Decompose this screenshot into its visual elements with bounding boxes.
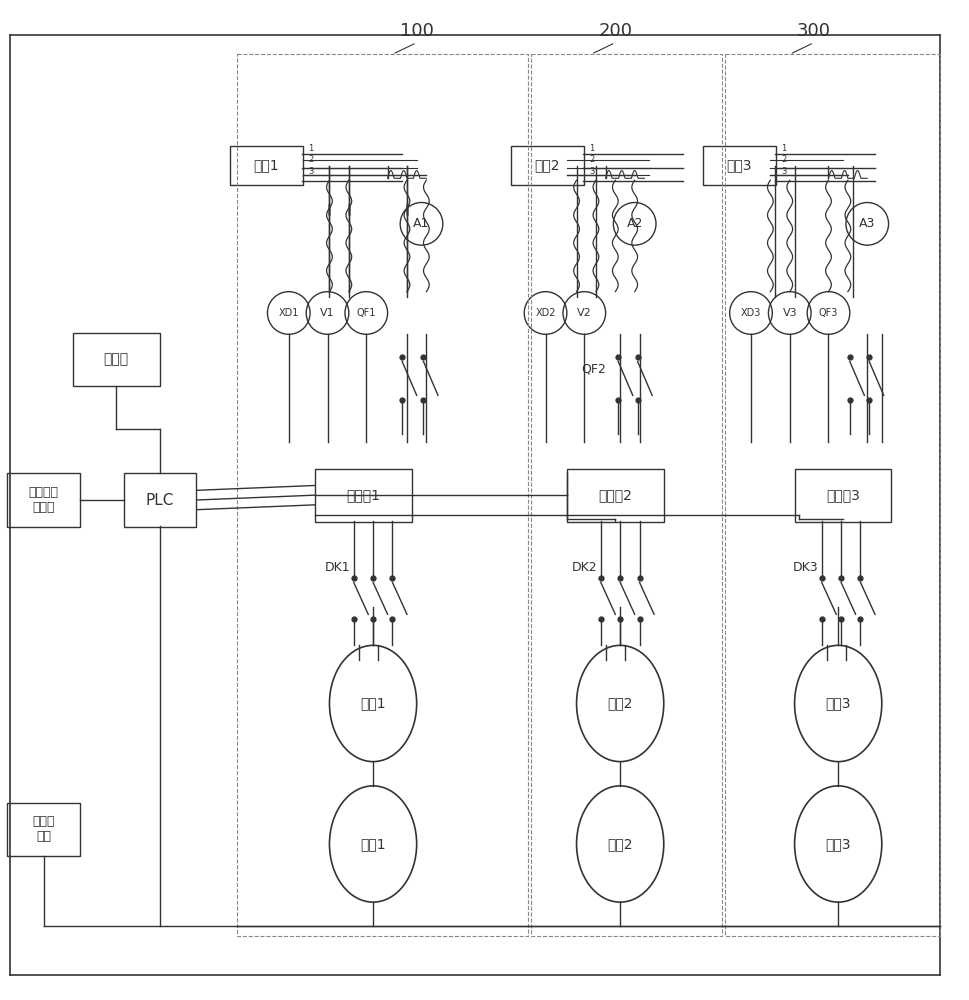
Text: 200: 200	[598, 22, 633, 40]
Text: 风扇3: 风扇3	[826, 837, 851, 851]
Text: QF2: QF2	[581, 363, 607, 376]
Text: 水泵2: 水泵2	[608, 696, 633, 710]
Text: V2: V2	[577, 308, 592, 318]
Text: 水泵3: 水泵3	[826, 696, 851, 710]
Text: 电源3: 电源3	[727, 159, 752, 173]
Text: A1: A1	[414, 217, 429, 230]
Text: 远方启停
控制器: 远方启停 控制器	[29, 486, 58, 514]
Text: 3: 3	[308, 167, 314, 176]
Bar	[795, 469, 891, 522]
Text: 电源1: 电源1	[254, 159, 279, 173]
Text: XD2: XD2	[535, 308, 556, 318]
Text: DK2: DK2	[572, 561, 597, 574]
Text: V1: V1	[320, 308, 335, 318]
Text: 1: 1	[781, 144, 786, 153]
Bar	[512, 146, 583, 185]
Text: 变频器1: 变频器1	[346, 488, 381, 502]
Text: 2: 2	[308, 155, 313, 164]
Text: 变频器2: 变频器2	[599, 488, 632, 502]
Text: 压力变
送器: 压力变 送器	[32, 815, 55, 843]
Text: 3: 3	[781, 167, 787, 176]
Bar	[567, 469, 664, 522]
Text: 100: 100	[400, 22, 433, 40]
Text: 1: 1	[308, 144, 313, 153]
Bar	[703, 146, 775, 185]
Text: XD1: XD1	[278, 308, 299, 318]
Text: 变频器3: 变频器3	[827, 488, 860, 502]
Text: 3: 3	[589, 167, 595, 176]
Text: A3: A3	[860, 217, 875, 230]
Text: 1: 1	[589, 144, 594, 153]
Text: V3: V3	[782, 308, 797, 318]
Text: 2: 2	[781, 155, 786, 164]
Text: QF3: QF3	[819, 308, 838, 318]
Text: 电源2: 电源2	[535, 159, 560, 173]
Text: A2: A2	[627, 217, 642, 230]
Text: 水泵1: 水泵1	[360, 696, 386, 710]
Text: DK3: DK3	[793, 561, 818, 574]
Bar	[315, 469, 412, 522]
Text: QF1: QF1	[357, 308, 376, 318]
Text: PLC: PLC	[145, 493, 174, 508]
Bar	[231, 146, 302, 185]
Text: 300: 300	[797, 22, 831, 40]
Text: 风扇1: 风扇1	[360, 837, 386, 851]
Text: 触摸屏: 触摸屏	[104, 352, 129, 366]
Text: 2: 2	[589, 155, 594, 164]
Bar	[8, 803, 79, 856]
Bar	[124, 473, 196, 527]
Bar	[73, 333, 160, 386]
Text: DK1: DK1	[325, 561, 350, 574]
Text: XD3: XD3	[740, 308, 762, 318]
Bar	[8, 473, 79, 527]
Text: 风扇2: 风扇2	[608, 837, 633, 851]
